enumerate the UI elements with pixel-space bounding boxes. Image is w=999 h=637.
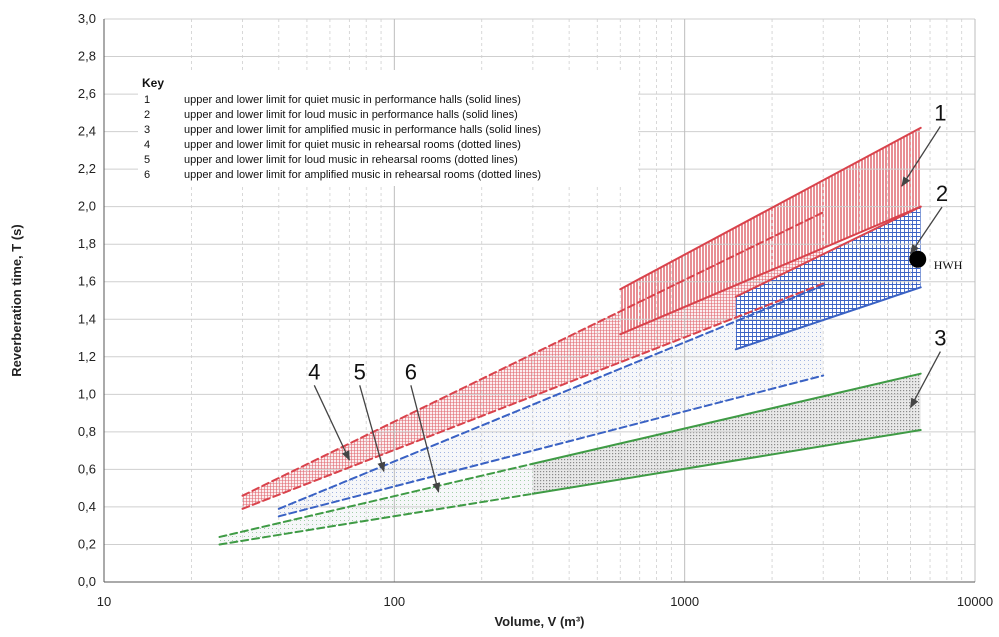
y-tick-label: 0,8 bbox=[78, 424, 96, 439]
key-number: 1 bbox=[144, 94, 150, 106]
series-1-upper bbox=[619, 126, 922, 291]
y-tick-label: 0,4 bbox=[78, 499, 96, 514]
y-tick-label: 1,8 bbox=[78, 236, 96, 251]
series-1-lower bbox=[619, 205, 922, 336]
key-text: upper and lower limit for amplified musi… bbox=[184, 124, 541, 136]
callout-label: 3 bbox=[934, 326, 946, 351]
key-number: 5 bbox=[144, 154, 150, 166]
y-tick-label: 2,4 bbox=[78, 124, 96, 139]
region-3 bbox=[532, 373, 921, 494]
callout-arrow bbox=[359, 385, 386, 473]
y-tick-label: 2,6 bbox=[78, 86, 96, 101]
x-tick-label: 1000 bbox=[670, 594, 699, 609]
y-tick-label: 2,2 bbox=[78, 161, 96, 176]
y-tick-label: 2,0 bbox=[78, 199, 96, 214]
key-text: upper and lower limit for loud music in … bbox=[184, 109, 518, 121]
key-text: upper and lower limit for loud music in … bbox=[184, 154, 518, 166]
series-2-lower bbox=[734, 286, 922, 351]
callout-arrow bbox=[910, 206, 943, 255]
y-tick-label: 1,6 bbox=[78, 274, 96, 289]
callout-label: 2 bbox=[936, 181, 948, 206]
shaded-regions bbox=[219, 127, 921, 545]
key-text: upper and lower limit for quiet music in… bbox=[184, 94, 521, 106]
callout-arrow bbox=[313, 385, 350, 461]
series-6-lower bbox=[218, 492, 534, 546]
y-tick-label: 0,0 bbox=[78, 574, 96, 589]
key-box: Key 1 upper and lower limit for quiet musi… bbox=[138, 70, 638, 186]
key-text: upper and lower limit for quiet music in… bbox=[184, 139, 521, 151]
region-1 bbox=[620, 127, 921, 335]
callout-label: 5 bbox=[354, 359, 366, 384]
series-4-upper bbox=[241, 211, 825, 497]
key-background bbox=[138, 70, 638, 186]
series-5-upper bbox=[277, 284, 825, 510]
y-tick-label: 0,6 bbox=[78, 461, 96, 476]
key-number: 2 bbox=[144, 109, 150, 121]
y-tick-label: 1,0 bbox=[78, 386, 96, 401]
callout-arrow bbox=[410, 385, 441, 493]
key-title: Key bbox=[142, 76, 164, 90]
key-number: 3 bbox=[144, 124, 150, 136]
callout-arrow bbox=[901, 125, 941, 187]
callouts: 1 2 3 4 5 6 bbox=[308, 100, 948, 493]
y-axis-title: Reverberation time, T (s) bbox=[9, 224, 24, 376]
key-number: 6 bbox=[144, 169, 150, 181]
series-5-lower bbox=[277, 374, 825, 518]
series-4-lower bbox=[241, 282, 825, 510]
region-5 bbox=[278, 285, 824, 517]
region-6 bbox=[219, 463, 533, 545]
callout-arrow bbox=[910, 351, 941, 409]
series-6-upper bbox=[218, 462, 534, 538]
y-tick-label: 0,2 bbox=[78, 536, 96, 551]
series-2-upper bbox=[734, 205, 922, 298]
x-tick-label: 100 bbox=[383, 594, 405, 609]
callout-label: 6 bbox=[405, 359, 417, 384]
x-axis-title: Volume, V (m³) bbox=[494, 614, 584, 629]
callout-label: 1 bbox=[934, 100, 946, 125]
x-tick-label: 10 bbox=[97, 594, 111, 609]
series-3-lower bbox=[531, 428, 922, 495]
key-text: upper and lower limit for amplified musi… bbox=[184, 169, 541, 181]
y-tick-label: 1,2 bbox=[78, 349, 96, 364]
hwh-label: HWH bbox=[934, 258, 963, 272]
callout-label: 4 bbox=[308, 359, 320, 384]
series-lines bbox=[218, 126, 922, 546]
y-tick-label: 3,0 bbox=[78, 11, 96, 26]
region-2 bbox=[735, 206, 921, 350]
y-tick-label: 1,4 bbox=[78, 311, 96, 326]
key-number: 4 bbox=[144, 139, 150, 151]
y-tick-label: 2,8 bbox=[78, 49, 96, 64]
hwh-dot bbox=[909, 250, 927, 268]
axes: 0,0 0,2 0,4 0,6 0,8 1,0 1,2 1,4 1,6 1,8 2,0 2,2 2,4 2… bbox=[9, 11, 993, 629]
x-tick-label: 10000 bbox=[957, 594, 993, 609]
series-3-upper bbox=[531, 372, 922, 465]
hwh-marker: HWH bbox=[909, 250, 963, 272]
